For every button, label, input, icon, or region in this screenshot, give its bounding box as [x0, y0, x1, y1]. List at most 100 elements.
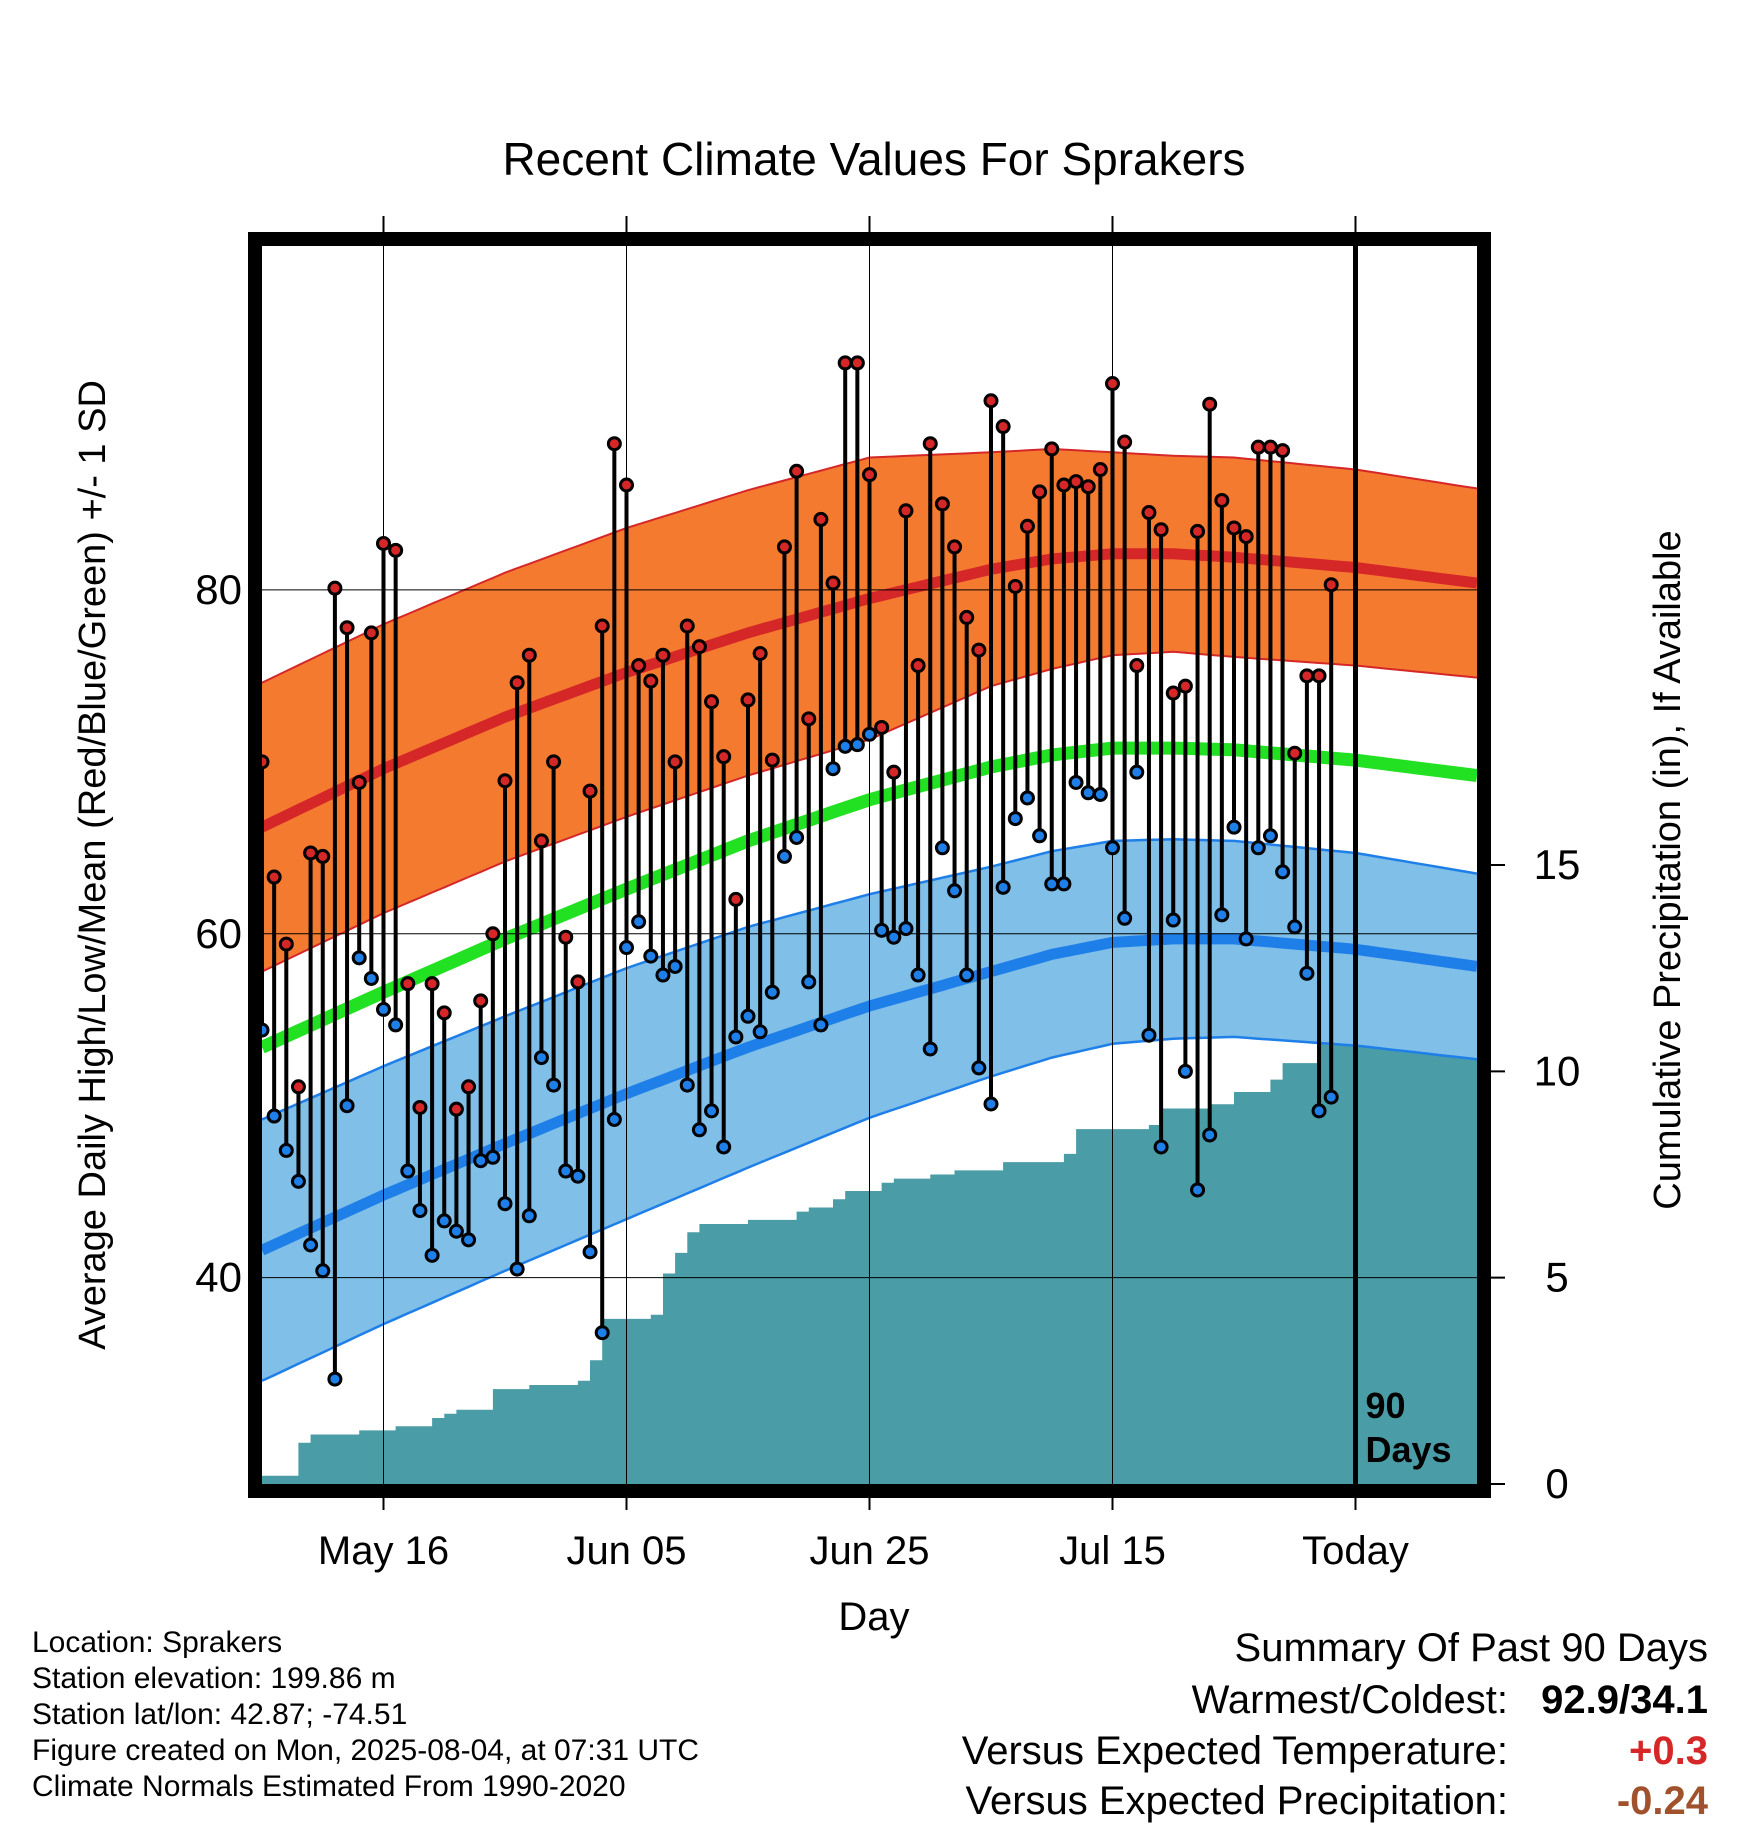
daily-high-point: [849, 355, 865, 371]
daily-low-point: [1019, 790, 1035, 806]
precip-value: -0.24: [1616, 1779, 1708, 1823]
daily-high-point: [1019, 518, 1035, 534]
daily-low-point: [327, 1371, 343, 1387]
daily-low-point: [1056, 876, 1072, 892]
daily-high-point: [971, 642, 987, 658]
daily-high-point: [315, 848, 331, 864]
daily-low-point: [898, 921, 914, 937]
daily-low-point: [1129, 764, 1145, 780]
daily-high-point: [910, 658, 926, 674]
daily-low-point: [764, 984, 780, 1000]
daily-low-point: [533, 1050, 549, 1066]
daily-low-point: [631, 914, 647, 930]
daily-low-point: [716, 1139, 732, 1155]
daily-low-point: [643, 948, 659, 964]
daily-low-point: [412, 1203, 428, 1219]
daily-low-point: [1226, 819, 1242, 835]
daily-high-point: [1287, 745, 1303, 761]
daily-low-point: [546, 1077, 562, 1093]
daily-high-point: [789, 463, 805, 479]
daily-low-point: [1311, 1103, 1327, 1119]
daily-high-point: [631, 658, 647, 674]
daily-low-point: [983, 1096, 999, 1112]
daily-low-point: [262, 1022, 270, 1038]
daily-low-point: [582, 1244, 598, 1260]
daily-low-point: [436, 1213, 452, 1229]
daily-high-point: [764, 752, 780, 768]
daily-high-point: [874, 719, 890, 735]
daily-high-point: [959, 609, 975, 625]
daily-low-point: [947, 883, 963, 899]
daily-low-point: [606, 1111, 622, 1127]
daily-high-point: [262, 754, 270, 770]
daily-high-point: [388, 542, 404, 558]
daily-low-point: [1105, 840, 1120, 856]
daily-low-point: [266, 1108, 282, 1124]
daily-low-point: [1287, 919, 1303, 935]
daily-low-point: [667, 958, 683, 974]
daily-high-point: [655, 647, 671, 663]
daily-high-point: [1105, 376, 1120, 392]
daily-low-point: [837, 738, 853, 754]
daily-high-point: [473, 993, 489, 1009]
daily-low-point: [1068, 774, 1084, 790]
daily-high-point: [1299, 668, 1315, 684]
daily-high-point: [351, 774, 367, 790]
daily-high-point: [1044, 441, 1060, 457]
daily-low-point: [789, 829, 805, 845]
daily-low-point: [351, 950, 367, 966]
daily-high-point: [1117, 434, 1133, 450]
daily-high-point: [619, 477, 634, 493]
daily-low-point: [934, 840, 950, 856]
daily-high-point: [740, 692, 756, 708]
warm-cold-label: Warmest/Coldest:: [1191, 1678, 1508, 1722]
daily-high-point: [716, 749, 732, 765]
daily-low-point: [1080, 785, 1096, 801]
daily-high-point: [691, 639, 707, 655]
daily-low-point: [995, 879, 1011, 895]
daily-low-point: [691, 1122, 707, 1138]
daily-high-point: [448, 1101, 464, 1117]
daily-high-point: [776, 539, 792, 555]
daily-low-point: [1262, 828, 1278, 844]
daily-low-point: [339, 1098, 355, 1114]
daily-low-point: [1117, 910, 1133, 926]
daily-low-point: [485, 1149, 501, 1165]
precip-label: Versus Expected Precipitation:: [965, 1779, 1508, 1823]
daily-high-point: [704, 694, 720, 710]
summary-panel: Summary Of Past 90 Days Warmest/Coldest:…: [962, 1622, 1708, 1826]
daily-high-point: [558, 929, 574, 945]
created-text: Figure created on Mon, 2025-08-04, at 07…: [32, 1734, 700, 1767]
y2-tick-label: 0: [1545, 1460, 1568, 1507]
daily-low-point: [1202, 1127, 1218, 1143]
daily-high-point: [1323, 577, 1339, 593]
daily-high-point: [667, 754, 683, 770]
daily-high-point: [1214, 492, 1230, 508]
daily-high-point: [533, 833, 549, 849]
daily-high-point: [497, 773, 513, 789]
daily-high-point: [546, 754, 562, 770]
daily-low-point: [290, 1173, 306, 1189]
daily-low-point: [971, 1060, 987, 1076]
daily-high-point: [594, 618, 610, 634]
daily-high-point: [1092, 462, 1108, 478]
daily-high-point: [862, 467, 877, 483]
daily-high-point: [266, 869, 282, 885]
daily-high-point: [521, 647, 537, 663]
daily-high-point: [327, 580, 343, 596]
daily-low-point: [278, 1142, 294, 1158]
daily-high-point: [1190, 523, 1206, 539]
daily-high-point: [837, 355, 853, 371]
daily-high-point: [1177, 678, 1193, 694]
y-tick-label: 60: [195, 910, 242, 957]
daily-low-point: [1190, 1182, 1206, 1198]
daily-low-point: [303, 1237, 319, 1253]
daily-low-point: [728, 1029, 744, 1045]
daily-low-point: [461, 1232, 477, 1248]
y2-tick-label: 15: [1534, 841, 1581, 888]
y2-tick-label: 5: [1545, 1254, 1568, 1301]
daily-high-point: [485, 926, 501, 942]
x-tick-label: Jun 25: [809, 1529, 929, 1573]
